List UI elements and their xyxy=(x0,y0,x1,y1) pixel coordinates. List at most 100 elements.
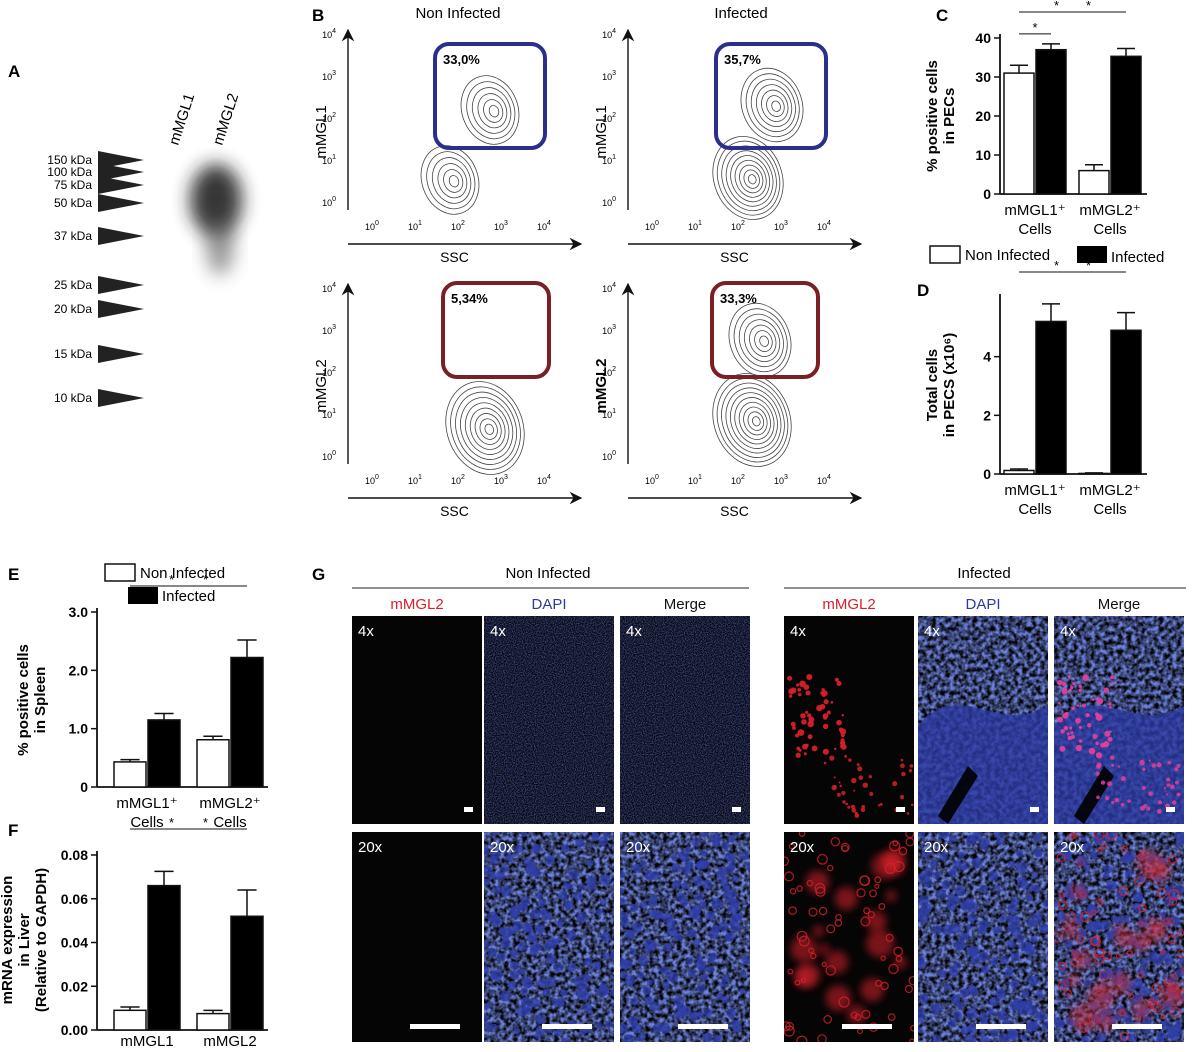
y-tick-label: 0.08 xyxy=(61,847,88,863)
y-tick-label: 40 xyxy=(975,30,991,46)
bar-non-infected-1 xyxy=(196,1012,230,1031)
significance-star: * xyxy=(1086,258,1091,273)
flow-y-tick: 102 xyxy=(322,112,336,124)
y-axis-label: in PECs xyxy=(941,88,958,145)
y-tick-label: 0.06 xyxy=(61,891,88,907)
bar-infected-1 xyxy=(230,915,264,1031)
marker-label: 10 kDa xyxy=(54,391,92,405)
micro-magnification-label: 4x xyxy=(790,623,806,640)
scale-bar xyxy=(596,807,605,812)
micro-channel-label-mmgl2: mMGL2 xyxy=(822,596,875,613)
micrograph-non-infected-dapi-4x: 4x xyxy=(484,616,614,824)
flow-plot-4: SSC mMGL2 100 100 101 101 102 102 103 103 104 104 33… xyxy=(593,281,863,519)
flow-y-tick: 101 xyxy=(322,154,336,166)
category-label: Cells xyxy=(1018,221,1051,238)
western-blot-band xyxy=(190,164,242,275)
micrograph-infected-mmgl2-4x: 4x xyxy=(784,616,914,824)
legend-panel-e: Non Infected Infected xyxy=(104,563,225,605)
bar-infected-1 xyxy=(1110,329,1142,475)
y-tick-label: 10 xyxy=(975,147,991,163)
flow-x-tick: 102 xyxy=(451,474,465,486)
significance-star: * xyxy=(203,572,208,587)
y-axis-label: % positive cells xyxy=(15,644,32,756)
flow-y-label: mMGL2 xyxy=(313,359,330,412)
flow-y-tick: 101 xyxy=(322,408,336,420)
marker-label: 15 kDa xyxy=(54,347,92,361)
marker-triangle xyxy=(98,163,144,181)
micrograph-infected-dapi-20x: 20x xyxy=(918,832,1048,1042)
micro-magnification-label: 20x xyxy=(924,839,949,856)
flow-col-title-noninfected: Non Infected xyxy=(415,5,500,22)
micro-channel-label-dapi: DAPI xyxy=(531,596,566,613)
scale-bar xyxy=(842,1024,892,1029)
significance-star: * xyxy=(1054,0,1059,13)
flow-gate xyxy=(714,42,828,150)
scale-bar xyxy=(1112,1024,1162,1029)
marker-triangle xyxy=(98,345,144,363)
significance-star: * xyxy=(169,572,174,587)
flow-y-tick: 100 xyxy=(322,450,336,462)
micro-magnification-label: 20x xyxy=(358,839,383,856)
flow-x-tick: 104 xyxy=(537,220,551,232)
flow-y-tick: 104 xyxy=(322,28,336,40)
micrograph-non-infected-mmgl2-20x: 20x xyxy=(352,832,482,1042)
category-label: mMGL2⁺ xyxy=(199,795,260,812)
flow-y-tick: 101 xyxy=(602,408,616,420)
flow-y-tick: 104 xyxy=(602,28,616,40)
flow-gate xyxy=(433,42,547,150)
flow-contours xyxy=(712,302,792,467)
y-tick-label: 0 xyxy=(80,779,88,795)
flow-x-tick: 100 xyxy=(645,474,659,486)
y-tick-label: 30 xyxy=(975,69,991,85)
flow-y-tick: 104 xyxy=(322,282,336,294)
flow-y-tick: 104 xyxy=(602,282,616,294)
flow-plot-2: SSC mMGL1 100 100 101 101 102 102 103 103 104 104 35… xyxy=(593,28,863,265)
y-tick-label: 0 xyxy=(983,466,991,482)
scale-bar xyxy=(1030,807,1039,812)
scale-bar xyxy=(542,1024,592,1029)
bar-infected-0 xyxy=(147,884,181,1031)
marker-triangle xyxy=(98,276,144,294)
micro-magnification-label: 4x xyxy=(1060,623,1076,640)
scale-bar xyxy=(410,1024,460,1029)
flow-x-tick: 100 xyxy=(365,220,379,232)
marker-label: 50 kDa xyxy=(54,196,92,210)
y-tick-label: 0.00 xyxy=(61,1022,88,1038)
micrograph-non-infected-merge-20x: 20x xyxy=(620,832,750,1042)
micro-magnification-label: 20x xyxy=(490,839,515,856)
flow-y-tick: 103 xyxy=(322,324,336,336)
bar-infected-1 xyxy=(230,656,264,788)
scale-bar xyxy=(732,807,741,812)
panel-letter-g: G xyxy=(312,565,325,584)
marker-triangle xyxy=(98,194,144,212)
panel-letter-f: F xyxy=(8,821,18,840)
flow-x-tick: 102 xyxy=(731,474,745,486)
flow-x-tick: 103 xyxy=(774,220,788,232)
micrograph-non-infected-merge-4x: 4x xyxy=(620,616,750,824)
category-label: mMGL2⁺ xyxy=(1079,482,1140,499)
flow-plot-1: SSC mMGL1 100 100 101 101 102 102 103 103 104 104 33… xyxy=(313,28,583,265)
y-tick-label: 0.02 xyxy=(61,978,88,994)
micro-group-title-infected: Infected xyxy=(957,565,1010,582)
micro-magnification-label: 4x xyxy=(490,623,506,640)
scale-bar xyxy=(976,1024,1026,1029)
legend-swatch-noninfected xyxy=(929,245,961,264)
marker-label: 20 kDa xyxy=(54,302,92,316)
flow-y-tick: 100 xyxy=(602,450,616,462)
flow-y-tick: 101 xyxy=(602,154,616,166)
panel-letter-a: A xyxy=(8,62,20,81)
flow-gate xyxy=(441,281,551,379)
y-axis-label: in PECS (x10⁶) xyxy=(941,333,958,437)
micro-magnification-label: 20x xyxy=(790,839,815,856)
panel-letter-c: C xyxy=(936,6,948,25)
micrograph-non-infected-mmgl2-4x: 4x xyxy=(352,616,482,824)
micro-group-title-noninfected: Non Infected xyxy=(505,565,590,582)
flow-y-label: mMGL1 xyxy=(313,105,330,158)
micro-channel-label-mmgl2: mMGL2 xyxy=(390,596,443,613)
flow-x-tick: 100 xyxy=(365,474,379,486)
micro-channel-label-dapi: DAPI xyxy=(965,596,1000,613)
flow-x-tick: 101 xyxy=(408,220,422,232)
flow-x-tick: 102 xyxy=(731,220,745,232)
